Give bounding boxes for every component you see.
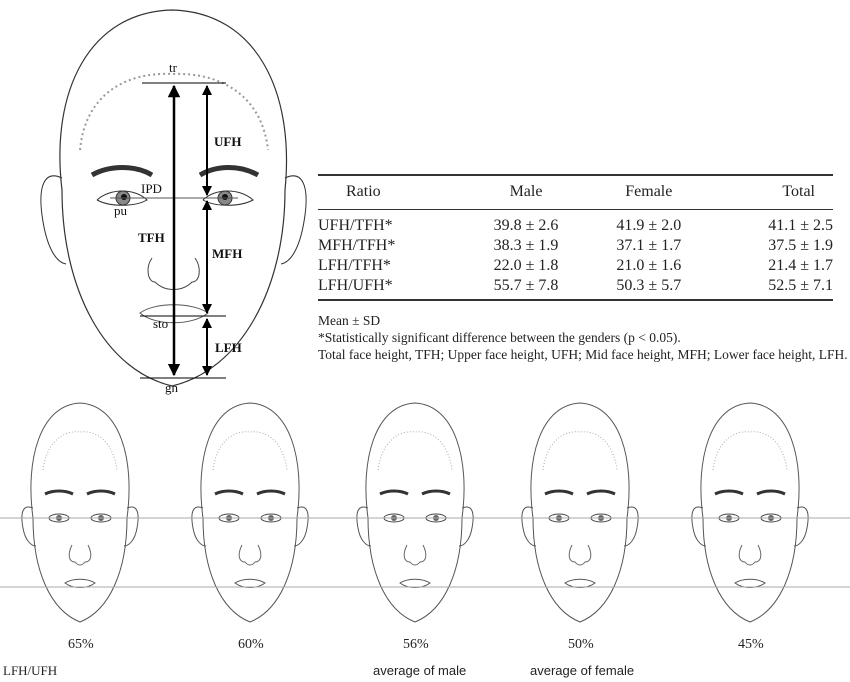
label-sto: sto <box>153 316 168 331</box>
table-row: LFH/UFH* 55.7 ± 7.8 50.3 ± 5.7 52.5 ± 7.… <box>318 276 833 300</box>
table-row: UFH/TFH* 39.8 ± 2.6 41.9 ± 2.0 41.1 ± 2.… <box>318 210 833 237</box>
column-header: Male <box>464 175 588 210</box>
table-cell: 55.7 ± 7.8 <box>493 277 559 294</box>
table-cell: MFH/TFH* <box>318 237 396 254</box>
axis-label: LFH/UFH <box>3 663 57 678</box>
table-cell: 39.8 ± 2.6 <box>493 217 559 234</box>
note-line: *Statistically significant difference be… <box>318 330 681 345</box>
label-lfh: LFH <box>215 340 242 355</box>
table-cell: 37.1 ± 1.7 <box>616 237 682 254</box>
table-cell: 21.4 ± 1.7 <box>768 257 833 274</box>
face-60 <box>190 401 310 624</box>
column-header: Female <box>587 175 711 210</box>
face-percent: 65% <box>68 637 94 652</box>
face-percent: 56% <box>403 637 429 652</box>
face-percent: 50% <box>568 637 594 652</box>
table-cell: 50.3 ± 5.7 <box>616 277 682 294</box>
column-header: Total <box>710 175 833 210</box>
label-mfh: MFH <box>212 246 242 261</box>
face-series <box>0 401 850 624</box>
label-ufh: UFH <box>214 134 241 149</box>
note-line: Total face height, TFH; Upper face heigh… <box>318 347 848 362</box>
table-cell: 22.0 ± 1.8 <box>493 257 559 274</box>
face-45 <box>690 401 810 624</box>
table-cell: UFH/TFH* <box>318 217 393 234</box>
face-caption: average of male <box>373 663 466 678</box>
table-cell: LFH/TFH* <box>318 257 391 274</box>
main-face-diagram: tr IPD pu sto gn UFH TFH MFH LFH <box>40 9 307 395</box>
face-percent: 60% <box>238 637 264 652</box>
face-50 <box>520 401 640 624</box>
label-tr: tr <box>169 60 178 75</box>
column-header: Ratio <box>318 175 465 210</box>
label-gn: gn <box>165 380 179 395</box>
table-cell: 37.5 ± 1.9 <box>768 237 833 254</box>
table-cell: 21.0 ± 1.6 <box>616 257 682 274</box>
measurement-lines <box>110 82 238 379</box>
table-cell: 41.1 ± 2.5 <box>768 217 833 234</box>
face-caption: average of female <box>530 663 634 678</box>
table-notes: Mean ± SD *Statistically significant dif… <box>318 312 848 363</box>
table-header-row: Ratio Male Female Total <box>318 175 833 210</box>
table-cell: LFH/UFH* <box>318 277 393 294</box>
label-ipd: IPD <box>141 181 162 196</box>
table-cell: 52.5 ± 7.1 <box>768 277 833 294</box>
note-line: Mean ± SD <box>318 313 381 328</box>
table-cell: 41.9 ± 2.0 <box>616 217 682 234</box>
table-row: LFH/TFH* 22.0 ± 1.8 21.0 ± 1.6 21.4 ± 1.… <box>318 256 833 276</box>
label-tfh: TFH <box>138 230 165 245</box>
table-cell: 38.3 ± 1.9 <box>493 237 559 254</box>
ratio-table: Ratio Male Female Total UFH/TFH* 39.8 ± … <box>318 174 833 301</box>
face-65 <box>20 401 140 624</box>
face-56 <box>355 401 475 624</box>
label-pu: pu <box>114 203 128 218</box>
table-row: MFH/TFH* 38.3 ± 1.9 37.1 ± 1.7 37.5 ± 1.… <box>318 236 833 256</box>
face-percent: 45% <box>738 637 764 652</box>
